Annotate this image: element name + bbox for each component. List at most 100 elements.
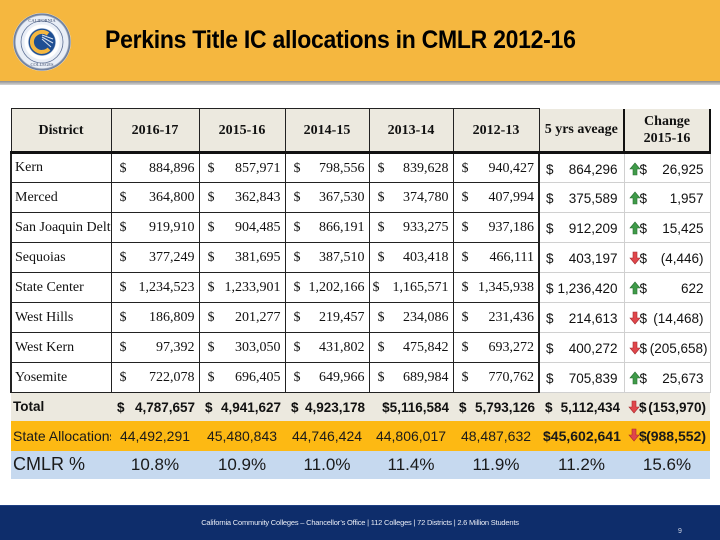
amount: 1,234,523 <box>138 280 195 295</box>
currency-symbol: $ <box>293 250 301 265</box>
district-name: Merced <box>10 182 112 213</box>
amount: 403,197 <box>568 251 618 266</box>
amount: 25,673 <box>662 371 704 386</box>
currency-symbol: $ <box>459 400 467 415</box>
amount: 4,787,657 <box>134 400 195 415</box>
table-row-merced: Merced $364,800 $362,843 $367,530 $374,7… <box>10 182 711 213</box>
cell-2012-13: $937,186 <box>452 212 540 243</box>
footer-text: California Community Colleges – Chancell… <box>201 518 519 527</box>
total-row: Total $4,787,657 $4,941,627 $4,923,178 $… <box>11 392 710 421</box>
currency-symbol: $ <box>546 341 554 356</box>
amount: 381,695 <box>235 250 281 265</box>
currency-symbol: $ <box>207 310 215 325</box>
currency-symbol: $ <box>639 311 648 326</box>
total-2013-14: $5,116,584 <box>369 392 453 421</box>
arrow-down-icon <box>628 311 641 325</box>
total-2016-17: $4,787,657 <box>111 392 199 421</box>
amount: 649,966 <box>319 370 365 385</box>
cell-2015-16: $381,695 <box>198 242 286 273</box>
amount: 403,418 <box>403 250 449 265</box>
currency-symbol: $ <box>639 191 648 206</box>
cell-5yr-average: $864,296 <box>538 152 625 183</box>
currency-symbol: $ <box>639 341 648 356</box>
currency-symbol: $ <box>293 220 301 235</box>
slide-footer: California Community Colleges – Chancell… <box>0 505 720 540</box>
amount: 466,111 <box>489 250 534 265</box>
amount: (153,970) <box>648 400 706 415</box>
amount: 1,233,901 <box>224 280 281 295</box>
amount: 387,510 <box>319 250 365 265</box>
total-label: Total <box>11 392 111 421</box>
amount: 201,277 <box>235 310 281 325</box>
currency-symbol: $ <box>639 400 647 415</box>
state-allocations-row: State Allocations 44,492,291 45,480,843 … <box>11 420 710 451</box>
currency-symbol: $ <box>546 162 554 177</box>
cell-2014-15: $798,556 <box>284 152 370 183</box>
currency-symbol: $ <box>207 250 215 265</box>
currency-symbol: $ <box>546 311 554 326</box>
table-row-state-center: State Center $1,234,523 $1,233,901 $1,20… <box>10 272 711 303</box>
amount: 1,202,166 <box>308 280 365 295</box>
col-header-5yr-average: 5 yrs aveage <box>538 108 625 154</box>
currency-symbol: $ <box>207 370 215 385</box>
state-2015-16: 45,480,843 <box>199 420 285 451</box>
cell-change: $ (14,468) <box>623 302 711 333</box>
col-header-2016-17: 2016-17 <box>110 108 200 154</box>
amount: 1,236,420 <box>557 281 618 296</box>
currency-symbol: $ <box>377 190 385 205</box>
total-change: $ (153,970) <box>624 392 710 421</box>
cell-2014-15: $431,802 <box>284 332 370 363</box>
arrow-down-icon <box>628 251 641 265</box>
currency-symbol: $ <box>119 280 127 295</box>
svg-text:COLLEGES: COLLEGES <box>31 62 54 67</box>
col-header-change: Change 2015-16 <box>623 108 711 154</box>
cell-2013-14: $933,275 <box>368 212 454 243</box>
amount: 912,209 <box>568 221 618 236</box>
cmlr-2012-13: 11.9% <box>453 450 539 479</box>
currency-symbol: $ <box>291 400 299 415</box>
currency-symbol: $ <box>293 161 301 176</box>
currency-symbol: $ <box>461 220 469 235</box>
cell-2015-16: $362,843 <box>198 182 286 213</box>
currency-symbol: $ <box>546 191 554 206</box>
district-name: Sequoias <box>10 242 112 273</box>
amount: 214,613 <box>568 311 618 326</box>
cell-2014-15: $866,191 <box>284 212 370 243</box>
currency-symbol: $ <box>377 161 385 176</box>
cell-5yr-average: $214,613 <box>538 302 625 333</box>
cell-2014-15: $1,202,166 <box>284 272 370 303</box>
cell-change: $ (205,658) <box>623 332 711 363</box>
cmlr-percent-row: CMLR % 10.8% 10.9% 11.0% 11.4% 11.9% 11.… <box>11 450 710 479</box>
currency-symbol: $ <box>119 250 127 265</box>
amount: 937,186 <box>488 220 535 235</box>
cell-2015-16: $1,233,901 <box>198 272 286 303</box>
currency-symbol: $ <box>461 161 469 176</box>
cell-change: $15,425 <box>623 212 711 243</box>
cell-5yr-average: $912,209 <box>538 212 625 243</box>
change-header-line1: Change <box>644 113 690 129</box>
cell-2013-14: $403,418 <box>368 242 454 273</box>
cell-2013-14: $475,842 <box>368 332 454 363</box>
cell-2012-13: $1,345,938 <box>452 272 540 303</box>
arrow-down-icon <box>628 400 640 414</box>
page-title: Perkins Title IC allocations in CMLR 201… <box>105 26 576 54</box>
amount: 693,272 <box>488 340 535 355</box>
amount: 1,957 <box>669 191 704 206</box>
amount: 933,275 <box>403 220 449 235</box>
currency-symbol: $ <box>377 310 385 325</box>
arrow-up-icon <box>628 281 641 295</box>
ccc-seal-logo-icon: CALIFORNIA COLLEGES <box>13 13 71 71</box>
cell-2016-17: $186,809 <box>110 302 200 333</box>
currency-symbol: $ <box>293 370 301 385</box>
cell-2012-13: $407,994 <box>452 182 540 213</box>
arrow-up-icon <box>628 371 641 385</box>
cell-change: $26,925 <box>623 152 711 183</box>
cell-change: $1,957 <box>623 182 711 213</box>
cell-2014-15: $649,966 <box>284 362 370 393</box>
amount: 475,842 <box>403 340 449 355</box>
amount: 231,436 <box>488 310 535 325</box>
cell-2016-17: $364,800 <box>110 182 200 213</box>
district-name: State Center <box>10 272 112 303</box>
currency-symbol: $ <box>119 161 127 176</box>
currency-symbol: $ <box>119 370 127 385</box>
